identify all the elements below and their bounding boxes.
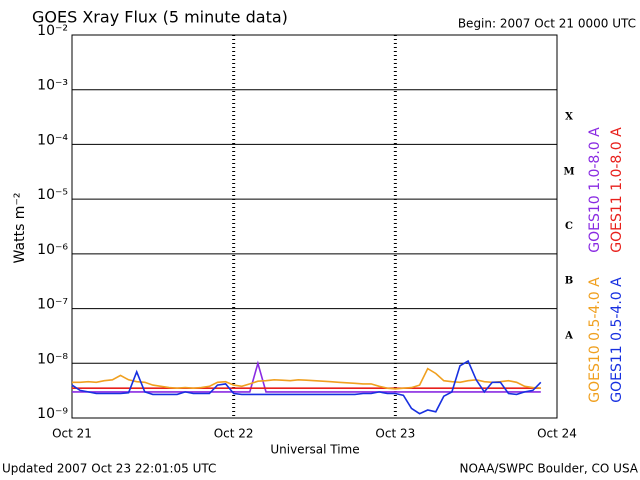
legend-entry: GOES11 0.5-4.0 A [609, 277, 625, 403]
legend-entry: GOES10 0.5-4.0 A [587, 277, 603, 403]
y-tick-label: 10⁻⁸ [37, 351, 68, 367]
chart-title: GOES Xray Flux (5 minute data) [32, 8, 288, 27]
y-tick-label: 10⁻⁴ [37, 132, 68, 148]
y-tick-label: 10⁻⁵ [37, 187, 68, 203]
class-label: A [564, 330, 573, 341]
x-axis-label: Universal Time [270, 443, 359, 457]
begin-label: Begin: 2007 Oct 21 0000 UTC [458, 17, 636, 31]
series-line [71, 359, 542, 415]
y-tick-label: 10⁻⁹ [37, 406, 68, 422]
class-label: X [565, 112, 573, 123]
class-label: C [565, 221, 573, 232]
series-line [72, 367, 541, 390]
x-tick-label: Oct 21 [52, 427, 92, 441]
y-axis-label: Watts m⁻² [12, 193, 28, 264]
series-line [72, 360, 541, 393]
class-label: B [565, 276, 573, 287]
x-tick-label: Oct 24 [537, 427, 577, 441]
y-tick-label: 10⁻² [37, 23, 68, 39]
x-tick-label: Oct 23 [375, 427, 415, 441]
legend-entry: GOES10 1.0-8.0 A [587, 127, 603, 253]
y-tick-label: 10⁻⁷ [37, 297, 68, 313]
class-label: M [563, 166, 574, 177]
y-tick-label: 10⁻⁶ [37, 242, 68, 258]
y-tick-label: 10⁻³ [37, 78, 68, 94]
source-label: NOAA/SWPC Boulder, CO USA [460, 462, 639, 476]
x-tick-label: Oct 22 [214, 427, 254, 441]
legend-entry: GOES11 1.0-8.0 A [609, 127, 625, 253]
updated-label: Updated 2007 Oct 23 22:01:05 UTC [2, 462, 216, 476]
